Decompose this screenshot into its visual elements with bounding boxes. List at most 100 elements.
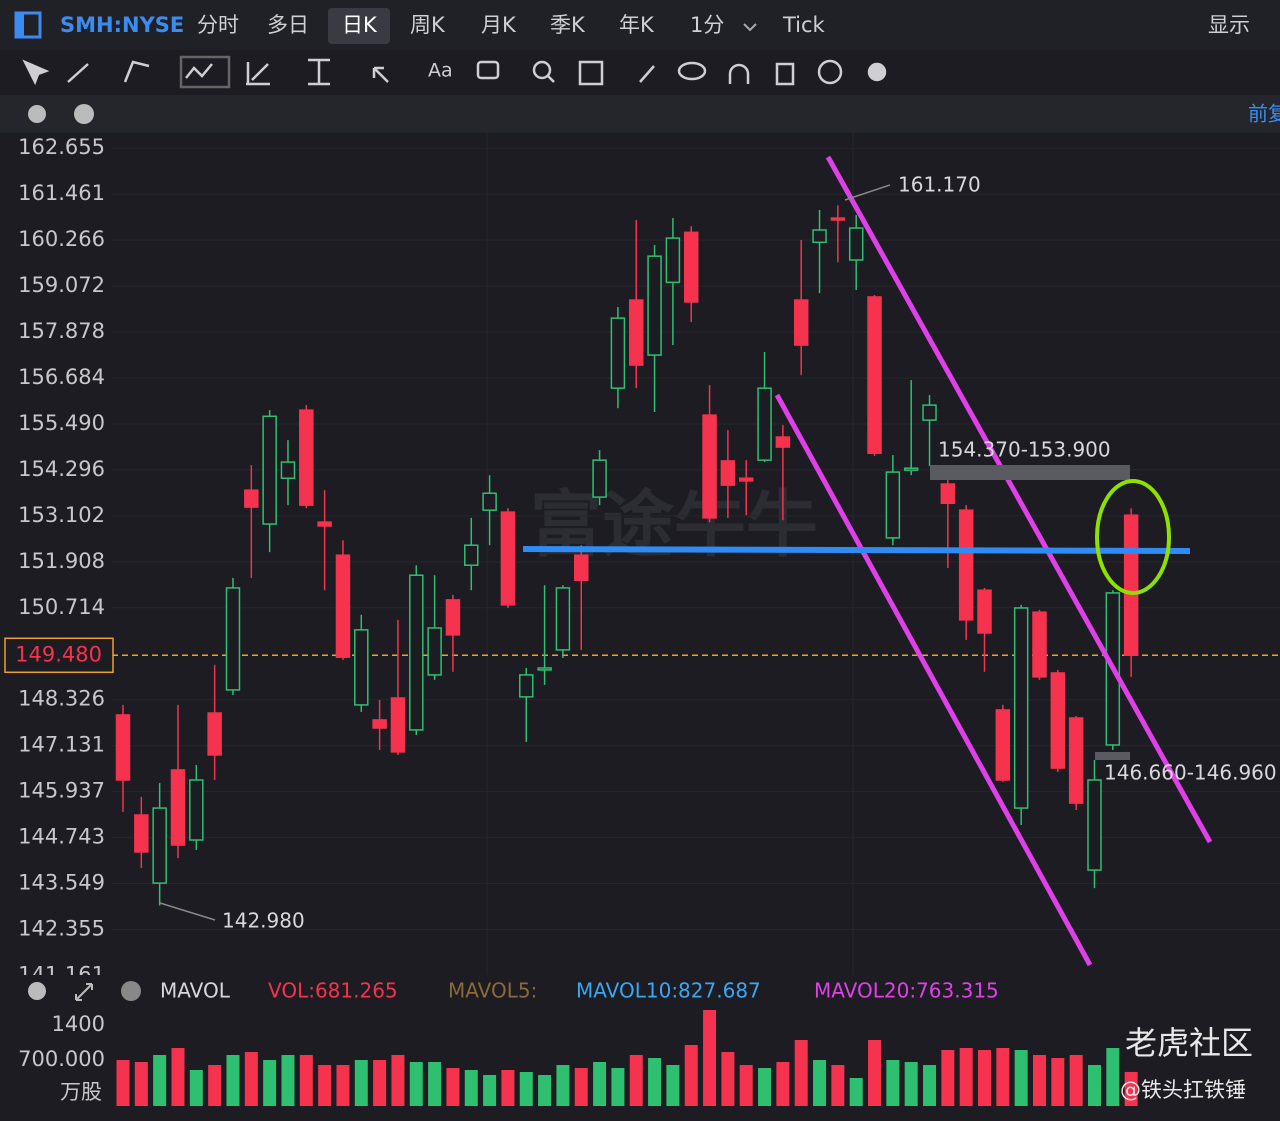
candle-body: [848, 227, 864, 261]
tab[interactable]: Tick: [782, 13, 826, 37]
magnet-tool[interactable]: [728, 63, 750, 84]
volume-bar: [959, 1048, 973, 1106]
volume-bar: [208, 1065, 222, 1106]
candle-body: [830, 217, 846, 221]
candle-body: [1032, 611, 1047, 678]
arrow-tool[interactable]: [372, 66, 389, 83]
display-menu[interactable]: 显示: [1208, 13, 1250, 37]
resistance-zone: [930, 465, 1130, 480]
candle-body: [977, 589, 992, 634]
candle-body: [647, 255, 662, 356]
low-label: 142.980: [222, 909, 305, 933]
volume-bar: [354, 1060, 368, 1106]
tab[interactable]: 1分: [690, 13, 724, 37]
eye-tool[interactable]: [677, 61, 707, 81]
candle-body: [720, 460, 736, 486]
volume-bar: [794, 1040, 808, 1106]
collapse-button[interactable]: [74, 104, 94, 124]
chart-settings[interactable]: [28, 105, 46, 123]
top-bar: [0, 0, 1280, 50]
volume-bar: [941, 1050, 955, 1106]
highlight-circle: [1095, 479, 1171, 595]
volume-bar: [391, 1055, 405, 1106]
volume-title[interactable]: MAVOL: [160, 979, 231, 1003]
search-tool[interactable]: [532, 60, 552, 80]
tab[interactable]: 周K: [410, 13, 446, 37]
y-tick-label: 161.461: [18, 181, 105, 205]
tab[interactable]: 季K: [550, 13, 586, 37]
candle-body: [354, 629, 369, 706]
tab[interactable]: 日K: [342, 13, 378, 37]
y-tick-label: 156.684: [18, 365, 105, 389]
legend-vol: VOL:681.265: [268, 979, 398, 1003]
volume-bar: [428, 1062, 442, 1106]
volume-bar: [373, 1060, 387, 1106]
delete-tool[interactable]: [775, 62, 795, 86]
tab[interactable]: 月K: [481, 13, 517, 37]
volume-bar: [1033, 1055, 1046, 1106]
tab[interactable]: 多日: [267, 13, 309, 37]
candle-body: [995, 709, 1011, 781]
fib-tool[interactable]: [246, 62, 270, 86]
pattern-tool[interactable]: [179, 55, 231, 89]
sync-tool[interactable]: [817, 59, 843, 85]
settings-tool[interactable]: [867, 62, 887, 82]
candle-body: [244, 489, 259, 508]
note-tool[interactable]: [476, 60, 500, 80]
candle-body: [262, 415, 277, 525]
volume-bar: [703, 1010, 717, 1106]
candle-body: [1068, 717, 1084, 804]
volume-bar: [886, 1060, 900, 1106]
y-tick-label: 155.490: [18, 411, 105, 435]
y-tick-label: 150.714: [18, 595, 105, 619]
candle-body: [1013, 607, 1029, 809]
support-zone: [1095, 752, 1130, 760]
panel-icon-fill: [16, 13, 24, 37]
symbol[interactable]: SMH:NYSE: [60, 13, 184, 37]
volume-bar: [1051, 1058, 1065, 1106]
candle-body: [1087, 779, 1102, 871]
polyline-tool[interactable]: [123, 60, 150, 83]
candle-body: [812, 229, 827, 244]
drawings: [159, 155, 1213, 967]
candle-body: [482, 492, 497, 511]
candle-body: [519, 674, 534, 698]
candle-body: [683, 231, 699, 303]
adjust-mode[interactable]: 前复: [1248, 102, 1280, 126]
toolbar-icons: [22, 55, 887, 89]
sub-bar: [0, 95, 1280, 133]
line-tool[interactable]: [67, 63, 89, 83]
volume-unit: 万股: [60, 1080, 102, 1104]
measure-tool[interactable]: [308, 58, 330, 86]
y-tick-label: 151.908: [18, 549, 105, 573]
y-tick-label: 160.266: [18, 227, 105, 251]
tab[interactable]: 分时: [197, 13, 239, 37]
tab[interactable]: 年K: [619, 13, 655, 37]
volume-bar: [556, 1065, 570, 1106]
volume-bar: [868, 1040, 882, 1106]
volume-bar: [611, 1068, 625, 1106]
resistance-label: 154.370-153.900: [938, 438, 1111, 462]
horizontal-level: [522, 546, 1191, 554]
volume-bar: [116, 1060, 130, 1106]
volume-bar: [1069, 1055, 1083, 1106]
candle-body: [207, 712, 222, 756]
close-indicator[interactable]: [121, 981, 141, 1001]
brush-tool[interactable]: [639, 65, 655, 83]
volume-bar: [574, 1068, 588, 1106]
indicator-tool[interactable]: [578, 60, 604, 86]
volume-bar: [904, 1062, 918, 1106]
volume-bar: [776, 1062, 790, 1106]
expand-button[interactable]: [75, 983, 93, 1001]
cursor-tool[interactable]: [22, 59, 50, 86]
volume-bar: [813, 1060, 827, 1106]
candle-body: [610, 317, 626, 389]
volume-bar: [1106, 1048, 1120, 1106]
text-tool[interactable]: Aa: [428, 60, 453, 82]
candle-body: [592, 459, 607, 498]
volume-bar: [244, 1052, 258, 1106]
volume-bar: [281, 1055, 295, 1106]
candle-body: [1050, 672, 1066, 769]
volume-settings[interactable]: [28, 982, 46, 1000]
